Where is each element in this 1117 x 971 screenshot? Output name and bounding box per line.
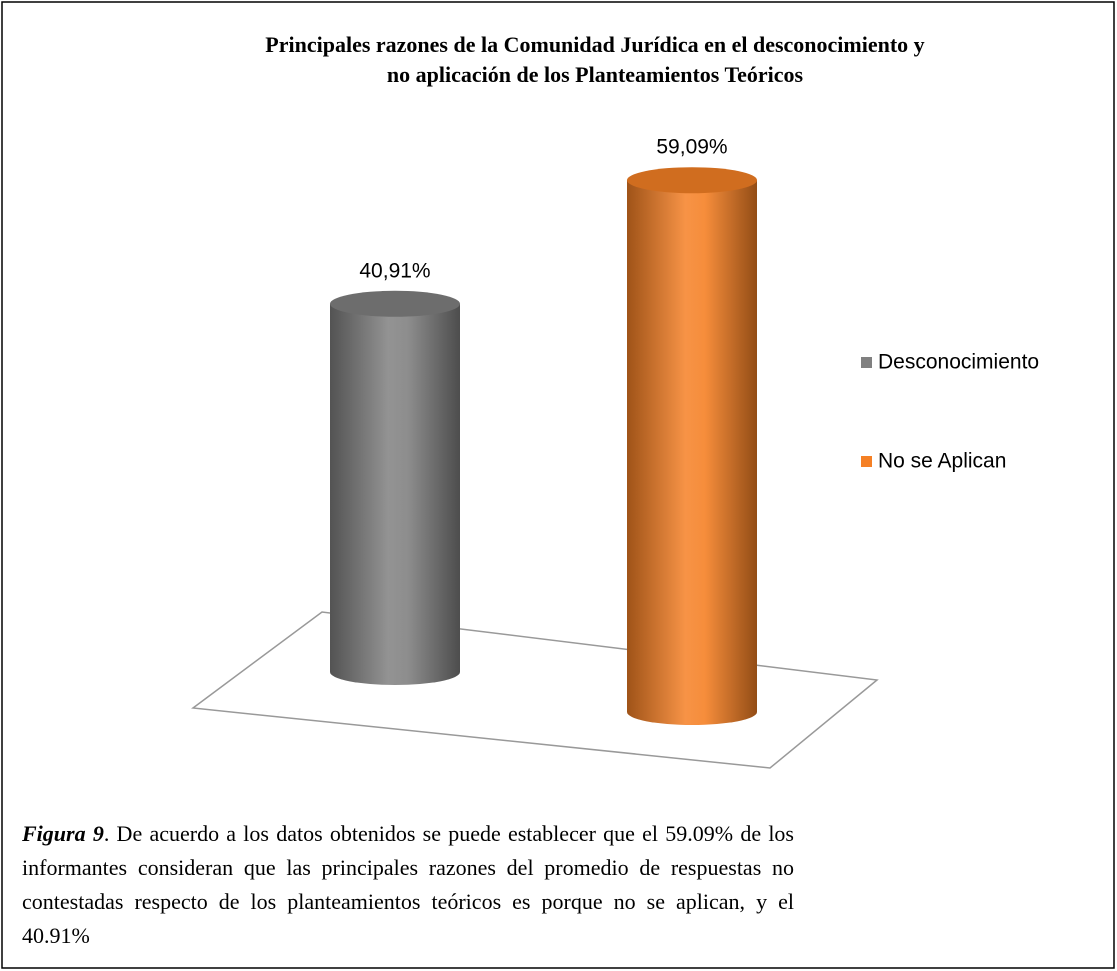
caption-text: . De acuerdo a los datos obtenidos se pu… <box>22 821 794 948</box>
caption: Figura 9. De acuerdo a los datos obtenid… <box>22 817 794 953</box>
legend-label: No se Aplican <box>878 450 1006 473</box>
value-label: 59,09% <box>656 136 727 159</box>
cylinder-top <box>627 167 757 194</box>
chart-title: Principales razones de la Comunidad Jurí… <box>265 32 924 87</box>
value-label: 40,91% <box>359 259 430 282</box>
caption-label: Figura 9 <box>22 821 104 846</box>
title-line: no aplicación de los Planteamientos Teór… <box>387 62 804 87</box>
title-line: Principales razones de la Comunidad Jurí… <box>265 32 924 57</box>
cylinder-top <box>330 290 460 317</box>
legend-swatch <box>861 456 872 467</box>
floor <box>191 611 879 769</box>
cylinder-bar <box>330 303 460 685</box>
legend-swatch <box>861 357 872 368</box>
legend-label: Desconocimiento <box>878 351 1039 374</box>
cylinder-bar <box>627 180 757 725</box>
